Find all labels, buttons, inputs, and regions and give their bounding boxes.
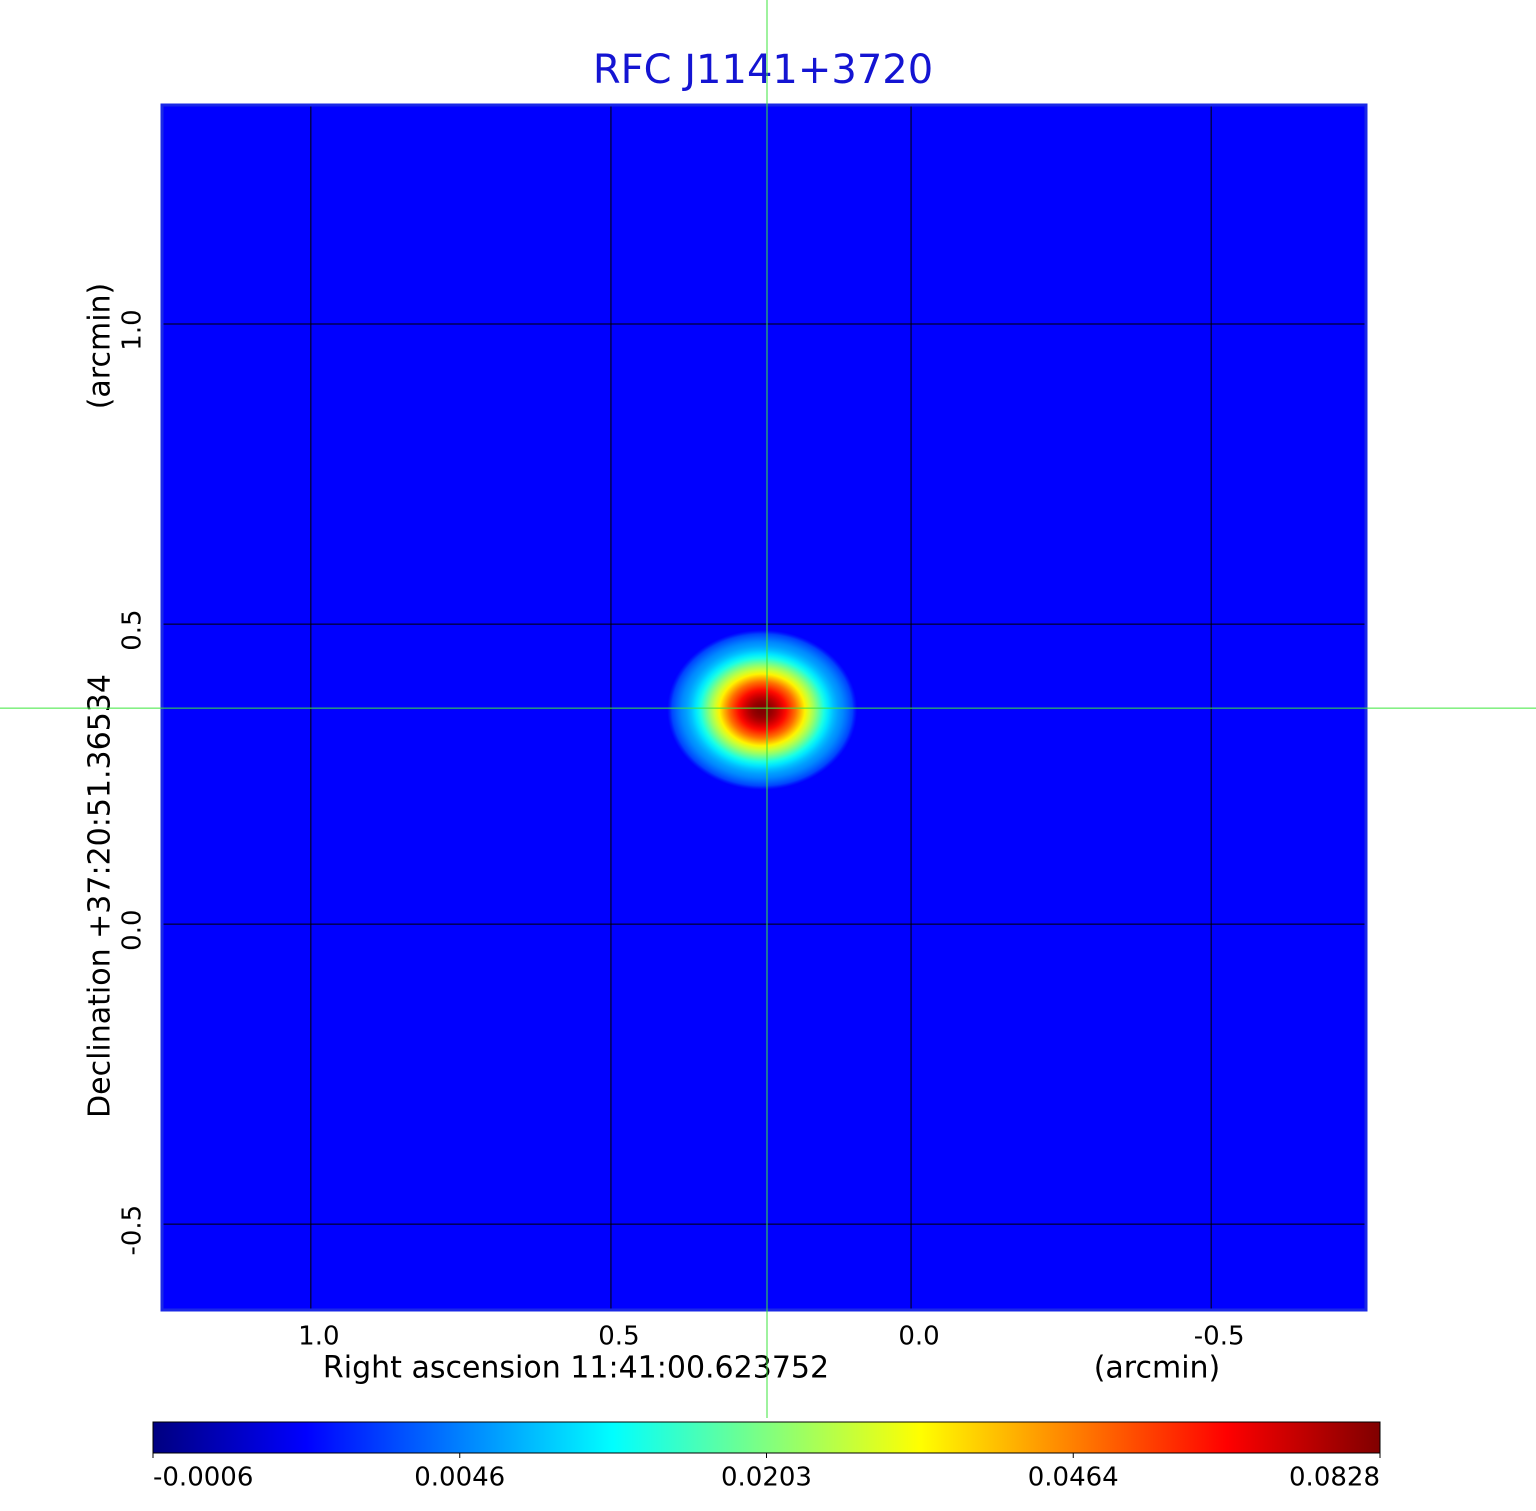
chart-title: RFC J1141+3720 (593, 47, 933, 93)
x-axis-label: Right ascension 11:41:00.623752 (323, 1351, 829, 1386)
image-layer (162, 105, 1366, 1310)
plot-frame (160, 103, 1368, 1312)
colorbar-tick-label: 0.0046 (414, 1463, 505, 1493)
source (667, 629, 858, 790)
x-tick-label: -0.5 (1194, 1322, 1245, 1352)
colorbar-tick-label: 0.0203 (721, 1463, 812, 1493)
y-tick-label: -0.5 (118, 1205, 148, 1256)
y-axis-label: Declination +37:20:51.36534 (83, 674, 118, 1118)
colorbar-tick-label: -0.0006 (153, 1463, 253, 1493)
y-tick-label: 0.0 (118, 909, 148, 950)
y-axis-unit: (arcmin) (83, 283, 118, 410)
colorbar (152, 1421, 1381, 1454)
y-tick-label: 0.5 (118, 609, 148, 650)
y-tick-label: 1.0 (118, 309, 148, 350)
x-axis-unit: (arcmin) (1094, 1351, 1221, 1386)
colorbar-tick-label: 0.0828 (1289, 1463, 1380, 1493)
x-tick-label: 0.5 (598, 1322, 639, 1352)
colorbar-tick-label: 0.0464 (1028, 1463, 1119, 1493)
x-tick-label: 1.0 (298, 1322, 339, 1352)
x-tick-label: 0.0 (898, 1322, 939, 1352)
